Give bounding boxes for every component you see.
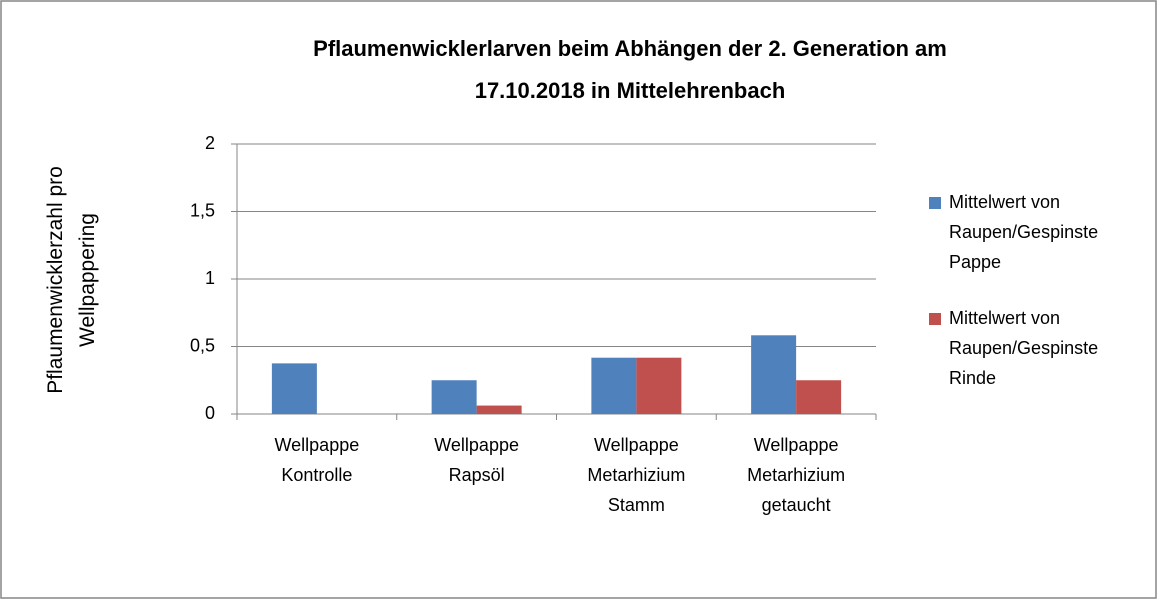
bar	[796, 380, 842, 414]
x-tick-label: Wellpappe Metarhizium Stamm	[587, 435, 685, 515]
chart-title: Pflaumenwicklerlarven beim Abhängen der …	[313, 36, 947, 103]
bar	[591, 357, 637, 414]
y-axis-label: Pflaumenwicklerzahl pro Wellpappering	[44, 166, 99, 394]
x-tick-label: Wellpappe Rapsöl	[434, 435, 519, 485]
legend-swatch	[929, 313, 941, 325]
y-tick-label: 1	[205, 268, 215, 288]
x-tick-label: Wellpappe Metarhizium getaucht	[747, 435, 845, 515]
bar	[751, 335, 797, 414]
bar	[271, 363, 317, 414]
y-tick-label: 0	[205, 403, 215, 423]
legend-swatch	[929, 197, 941, 209]
bar	[431, 380, 477, 414]
legend-label: Mittelwert von Raupen/Gespinste Pappe	[949, 192, 1098, 272]
y-tick-label: 2	[205, 133, 215, 153]
y-tick-label: 0,5	[190, 335, 215, 355]
legend-label: Mittelwert von Raupen/Gespinste Rinde	[949, 308, 1098, 388]
x-tick-label: Wellpappe Kontrolle	[275, 435, 360, 485]
bar	[636, 357, 682, 414]
y-tick-label: 1,5	[190, 200, 215, 220]
bar	[476, 405, 522, 414]
